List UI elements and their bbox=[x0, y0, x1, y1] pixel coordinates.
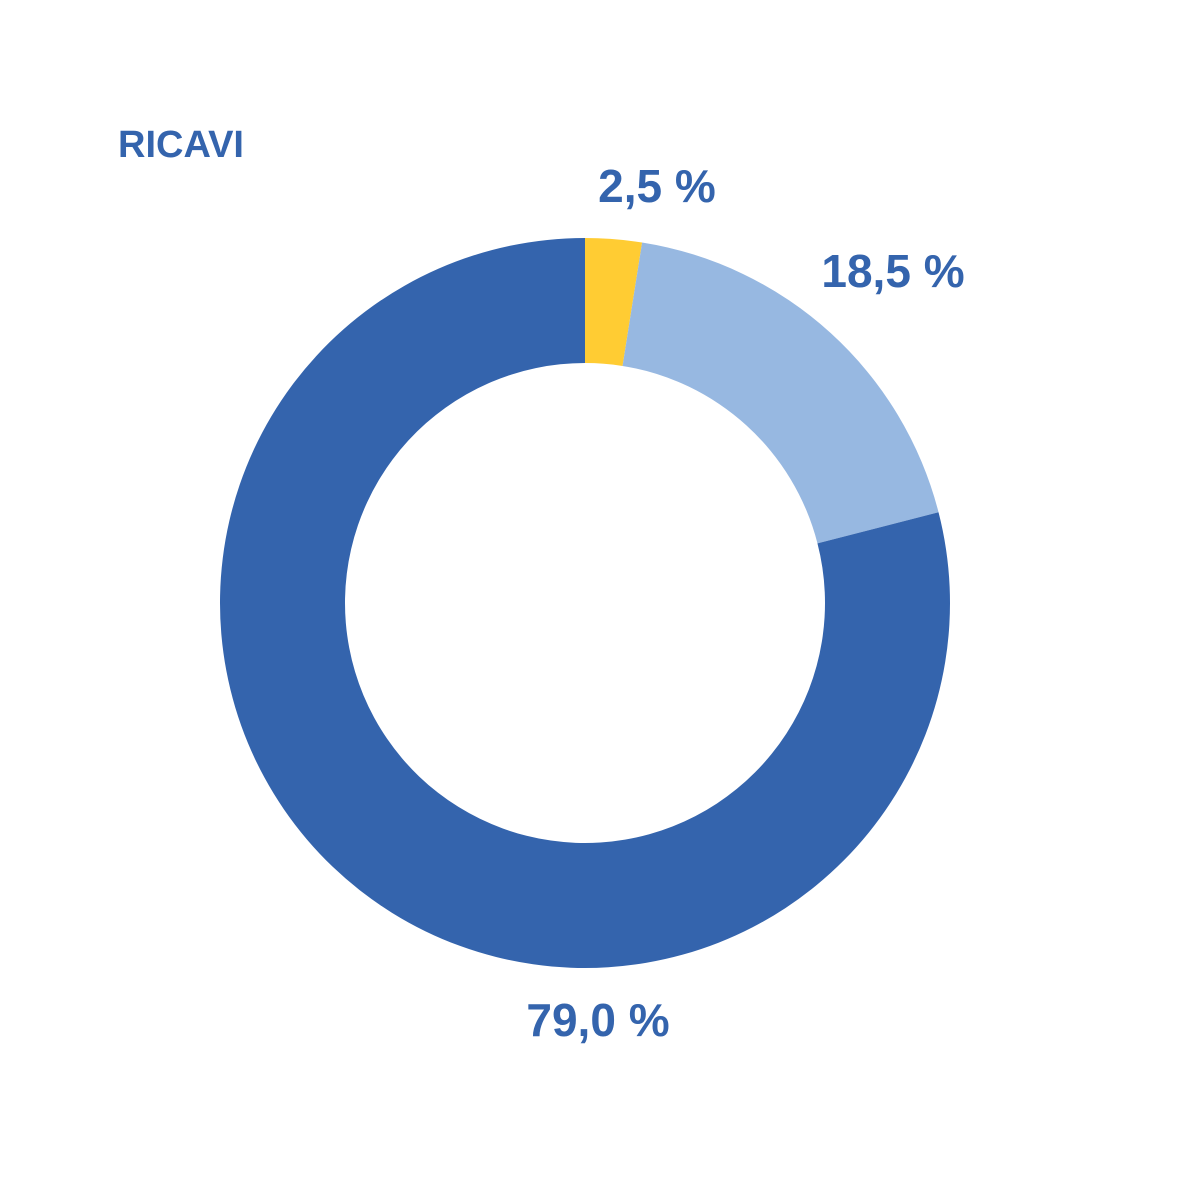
chart-title: RICAVI bbox=[118, 124, 244, 166]
donut-slice bbox=[622, 242, 939, 544]
donut-slice bbox=[585, 238, 643, 366]
value-label: 18,5 % bbox=[821, 245, 964, 297]
value-label: 79,0 % bbox=[526, 994, 669, 1046]
value-label: 2,5 % bbox=[598, 160, 716, 212]
donut-slice bbox=[219, 238, 950, 968]
